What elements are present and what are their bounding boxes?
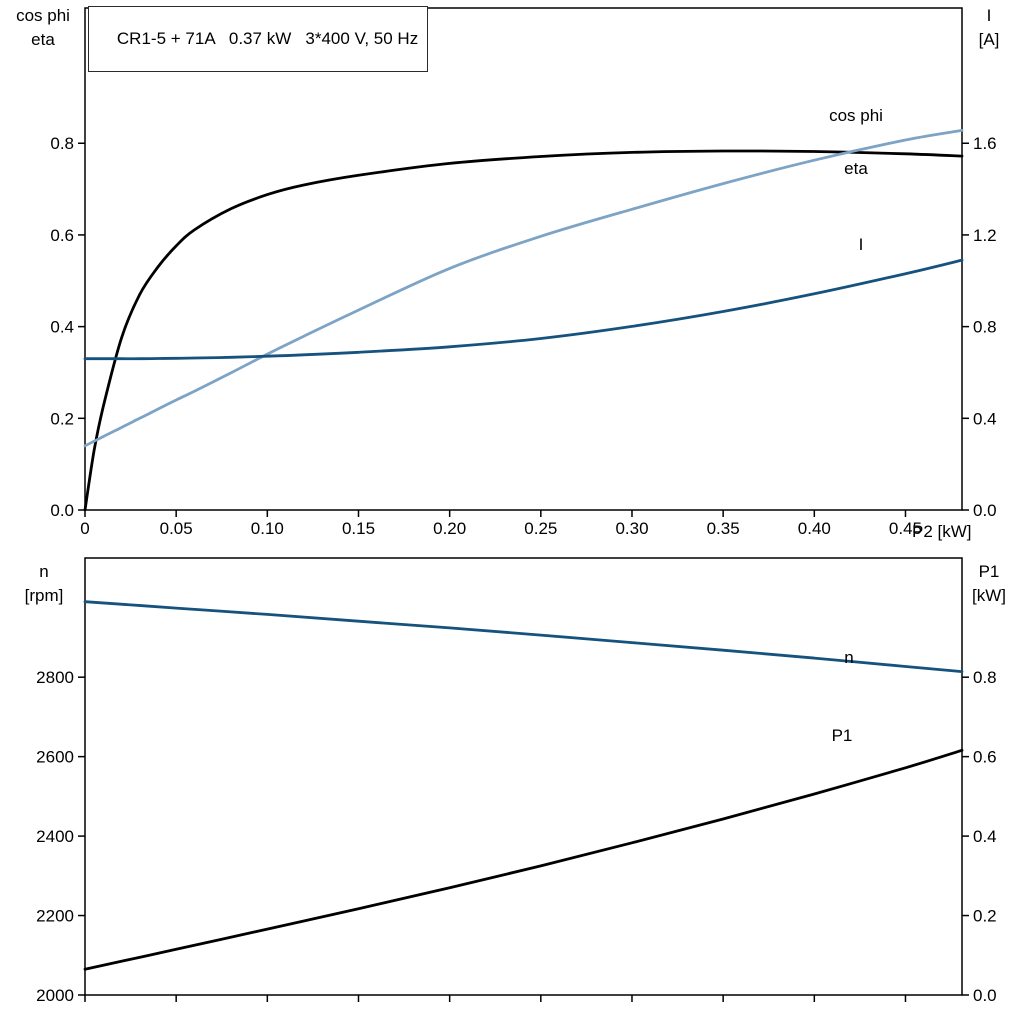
render-layer: 0 0.05 0.10 0.15 0.20 0.25 0.30 0.35 0.40 0.45 0.0… xyxy=(36,7,997,1005)
series-curve-eta xyxy=(83,149,964,512)
right-axis-tick-label: 0.0 xyxy=(973,986,997,1005)
bottom-right-axis-title-line1: P1 xyxy=(979,562,1000,581)
left-axis-tick-label: 0.8 xyxy=(50,134,74,153)
left-axis-tick-label: 2400 xyxy=(36,827,74,846)
bottom-right-axis-title-line2: [kW] xyxy=(972,586,1006,605)
right-axis-tick-label: 0.0 xyxy=(973,501,997,520)
x-axis-tick-label: 0.30 xyxy=(615,519,648,538)
series-curve-P1 xyxy=(83,748,964,971)
series-label-p1: P1 xyxy=(832,726,853,745)
top-right-axis-title-line2: [A] xyxy=(979,30,1000,49)
top-right-axis-title-line1: I xyxy=(987,6,992,25)
left-axis-tick-label: 0.6 xyxy=(50,226,74,245)
right-axis-tick-label: 0.6 xyxy=(973,748,997,767)
x-axis-tick-label: 0.35 xyxy=(707,519,740,538)
x-axis-tick-label: 0.10 xyxy=(251,519,284,538)
series-curve-cos-phi xyxy=(83,129,964,448)
left-axis-tick-label: 2600 xyxy=(36,748,74,767)
bottom-left-axis-title-line2: [rpm] xyxy=(25,586,64,605)
chart-title: CR1-5 + 71A 0.37 kW 3*400 V, 50 Hz xyxy=(116,29,419,48)
x-axis-tick-label: 0.25 xyxy=(524,519,557,538)
x-axis-tick-label: 0 xyxy=(80,519,89,538)
series-label-eta: eta xyxy=(844,159,868,178)
series-label-cos-phi: cos phi xyxy=(829,106,883,125)
x-axis-tick-label: 0.05 xyxy=(160,519,193,538)
chart-title-box: CR1-5 + 71A 0.37 kW 3*400 V, 50 Hz xyxy=(88,6,429,72)
x-axis-tick-label: 0.20 xyxy=(433,519,466,538)
left-axis-tick-label: 0.0 xyxy=(50,501,74,520)
right-axis-tick-label: 1.2 xyxy=(973,226,997,245)
left-axis-tick-label: 2000 xyxy=(36,986,74,1005)
left-axis-tick-label: 0.4 xyxy=(50,318,74,337)
series-label-speed: n xyxy=(844,648,853,667)
left-axis-tick-label: 2200 xyxy=(36,907,74,926)
x-axis-label: P2 [kW] xyxy=(912,522,972,541)
x-axis-tick-label: 0.15 xyxy=(342,519,375,538)
x-axis-tick-label: 0.45 xyxy=(889,519,922,538)
x-axis-tick-label: 0.40 xyxy=(798,519,831,538)
right-axis-tick-label: 0.8 xyxy=(973,668,997,687)
series-label-current: I xyxy=(859,235,864,254)
right-axis-tick-label: 0.4 xyxy=(973,827,997,846)
right-axis-tick-label: 0.2 xyxy=(973,907,997,926)
left-axis-tick-label: 0.2 xyxy=(50,409,74,428)
bottom-left-axis-title-line1: n xyxy=(39,562,48,581)
plot-frame xyxy=(84,557,963,996)
top-left-axis-title-line2: eta xyxy=(31,30,55,49)
top-left-axis-title-line1: cos phi xyxy=(16,6,70,25)
series-curve-n xyxy=(83,600,964,673)
left-axis-tick-label: 2800 xyxy=(36,668,74,687)
right-axis-tick-label: 0.4 xyxy=(973,409,997,428)
series-curve-I xyxy=(83,258,964,361)
plot-frame xyxy=(84,7,963,511)
right-axis-tick-label: 1.6 xyxy=(973,134,997,153)
right-axis-tick-label: 0.8 xyxy=(973,318,997,337)
